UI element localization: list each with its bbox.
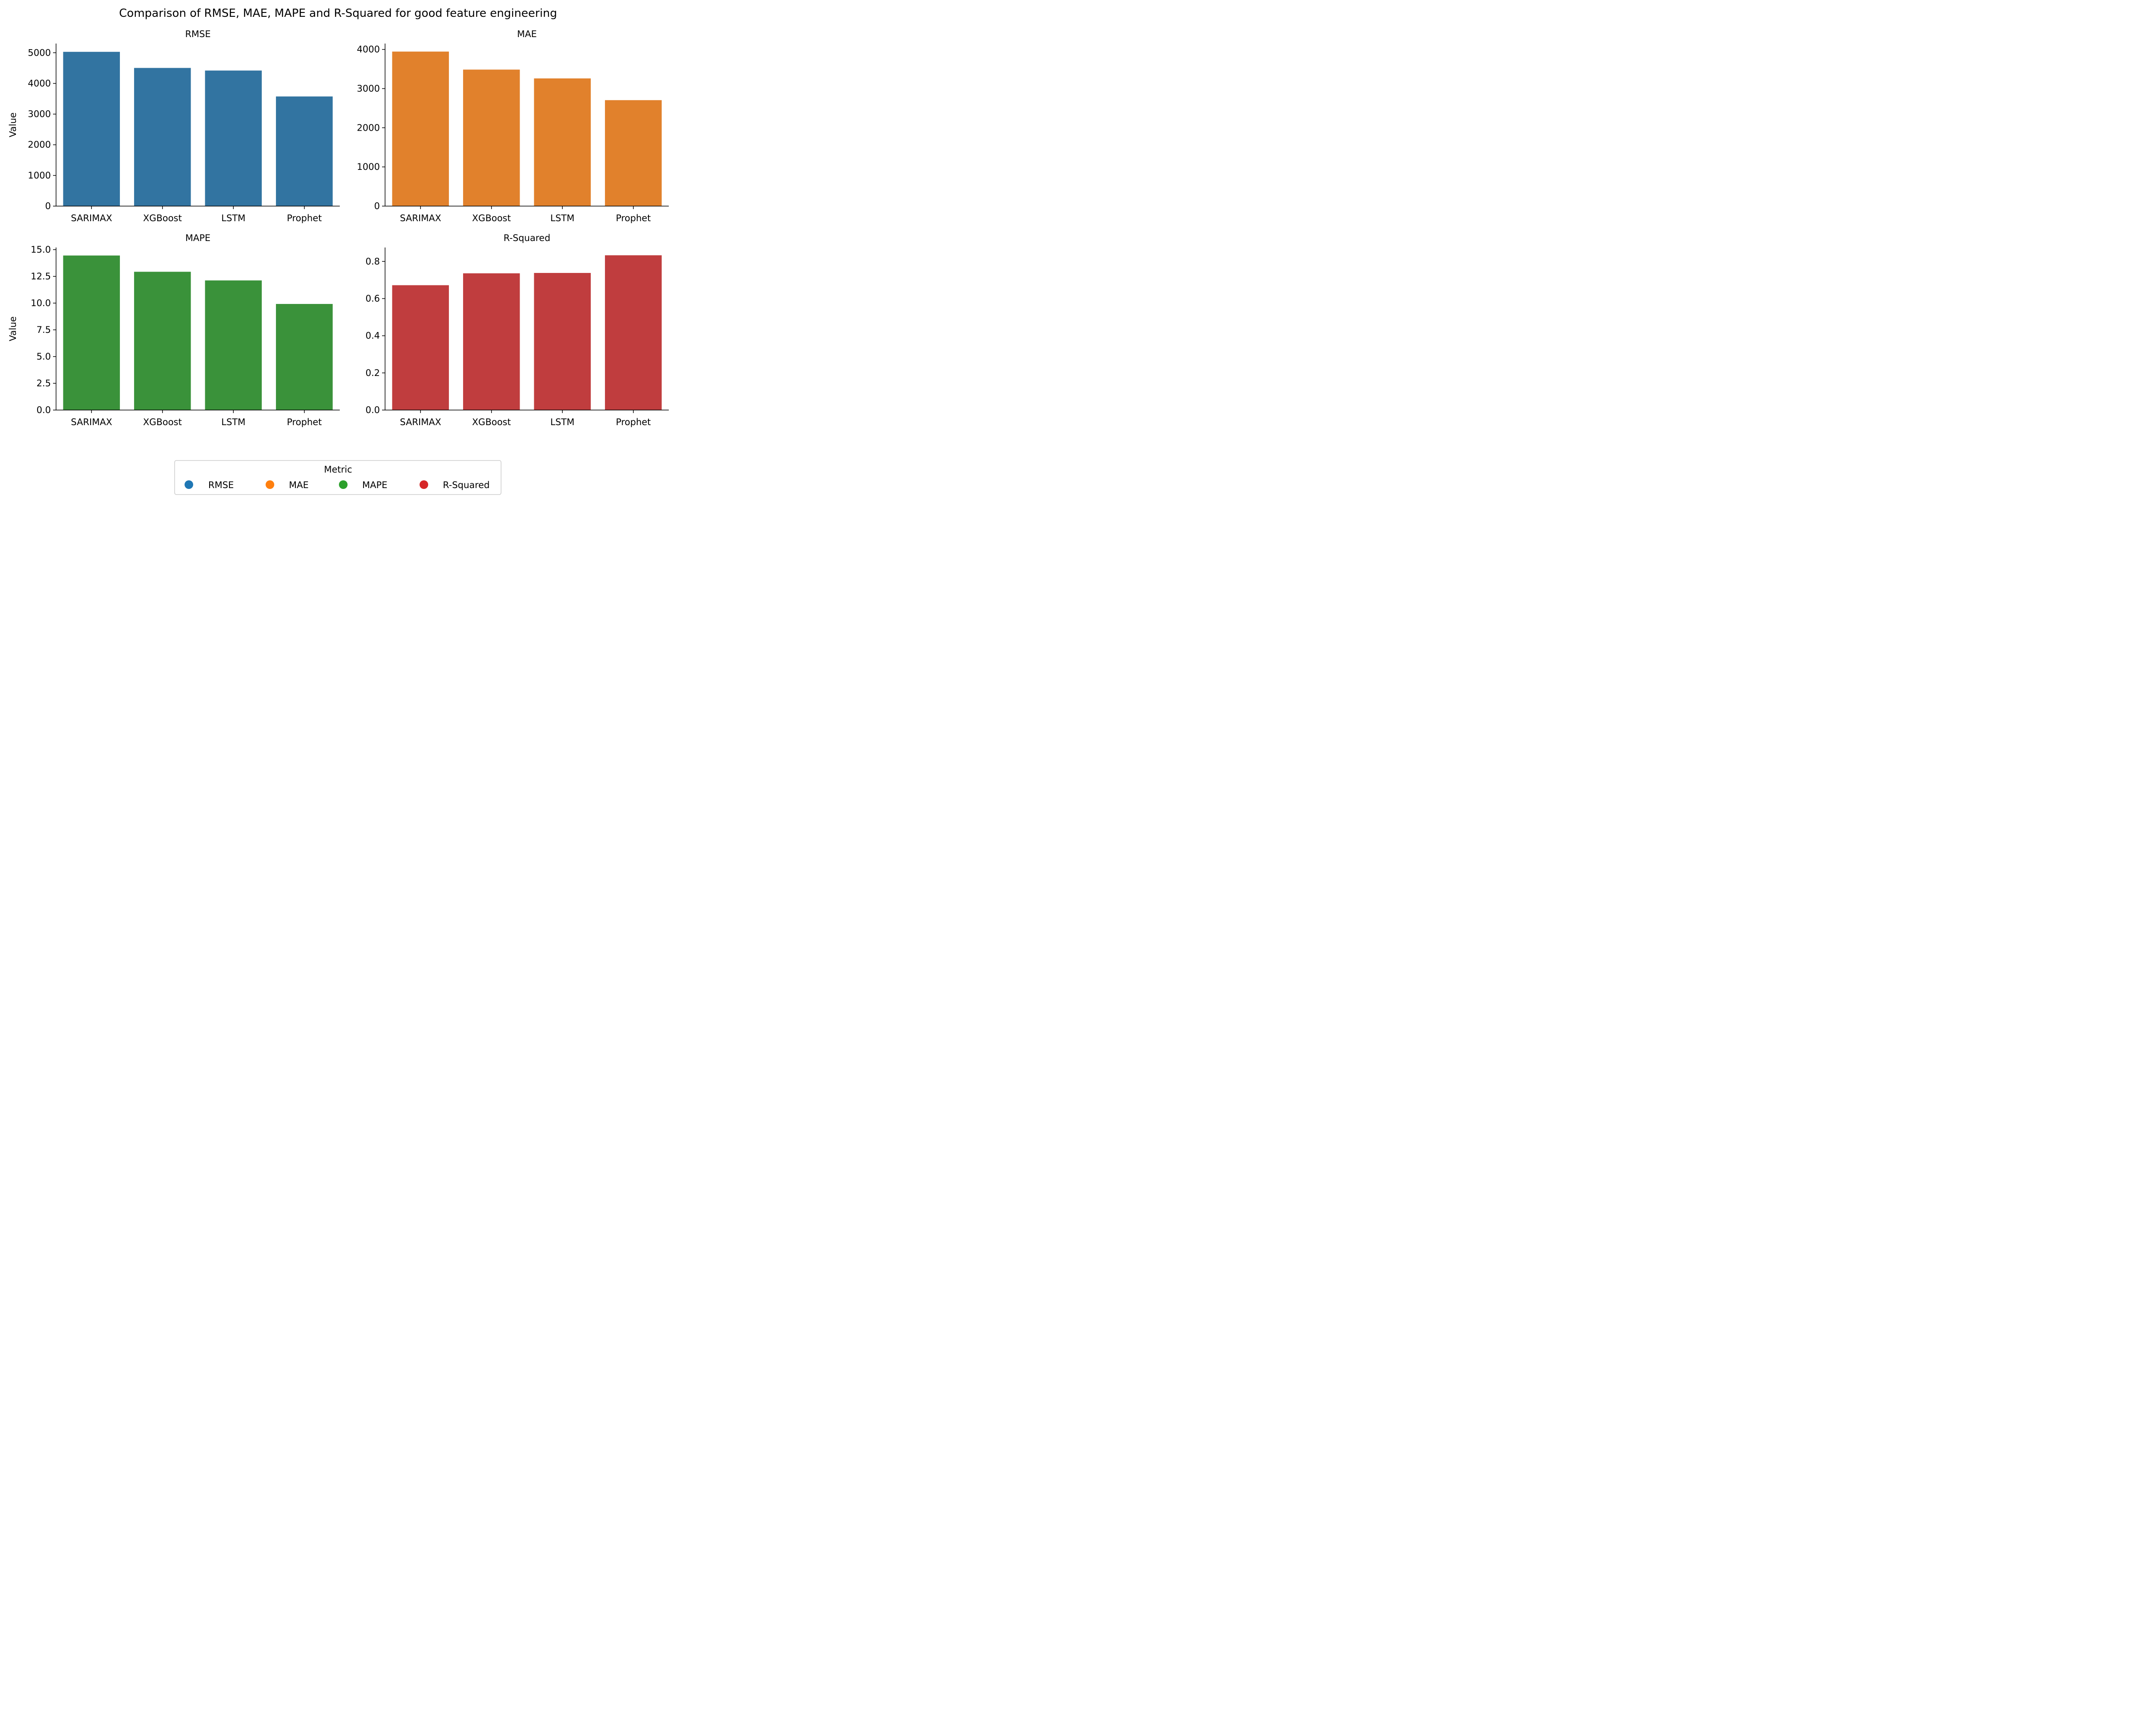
bar-sarimax <box>392 285 449 410</box>
x-tick-label: Prophet <box>287 417 322 427</box>
y-tick-label: 0.6 <box>366 293 380 304</box>
legend-label: MAPE <box>362 480 387 490</box>
y-tick-label: 4000 <box>28 78 51 88</box>
bar-sarimax <box>63 52 120 206</box>
bar-xgboost <box>463 69 520 207</box>
x-tick-label: SARIMAX <box>71 417 112 427</box>
y-tick-label: 5000 <box>28 47 51 58</box>
y-tick-label: 0 <box>45 201 51 211</box>
bar-sarimax <box>392 51 449 206</box>
x-tick-label: XGBoost <box>143 417 182 427</box>
y-tick-label: 15.0 <box>31 244 51 255</box>
legend-label: MAE <box>289 480 309 490</box>
legend-marker-mape <box>339 480 348 489</box>
figure: Comparison of RMSE, MAE, MAPE and R-Squa… <box>8 7 669 495</box>
bar-xgboost <box>134 272 191 410</box>
x-tick-label: Prophet <box>616 213 651 223</box>
x-tick-label: XGBoost <box>143 213 182 223</box>
bar-prophet <box>605 255 662 410</box>
legend: Metric RMSE MAE MAPE R-Squared <box>174 460 501 495</box>
y-tick-label: 10.0 <box>31 298 51 308</box>
x-tick-label: LSTM <box>550 417 574 427</box>
y-tick-label: 0.0 <box>366 405 380 415</box>
legend-marker-mae <box>266 480 274 489</box>
y-tick-label: 1000 <box>357 162 380 172</box>
bar-prophet <box>276 96 333 206</box>
panel-1: MAE 0 1000 2000 3000 4000 SARIMAX XGBoost LSTM Pr… <box>357 29 669 223</box>
x-tick-label: XGBoost <box>472 417 511 427</box>
y-tick-label: 3000 <box>357 83 380 94</box>
y-tick-label: 0.2 <box>366 368 380 378</box>
x-tick-label: SARIMAX <box>400 213 441 223</box>
y-axis-label: Value <box>8 113 18 138</box>
x-tick-label: LSTM <box>221 213 245 223</box>
y-tick-label: 0.4 <box>366 331 380 341</box>
y-tick-label: 0.0 <box>37 405 51 415</box>
bar-xgboost <box>134 68 191 207</box>
x-tick-label: SARIMAX <box>400 417 441 427</box>
panel-3: R-Squared 0.0 0.2 0.4 0.6 0.8 SARIMAX XGBoost LS… <box>366 233 669 427</box>
legend-title: Metric <box>324 464 352 475</box>
legend-box <box>174 460 501 495</box>
legend-marker-rmse <box>185 480 193 489</box>
bar-lstm <box>534 273 591 410</box>
y-tick-label: 0 <box>374 201 380 211</box>
y-tick-label: 1000 <box>28 170 51 181</box>
legend-marker-r-squared <box>420 480 428 489</box>
legend-label: RMSE <box>208 480 234 490</box>
x-tick-label: Prophet <box>287 213 322 223</box>
y-tick-label: 2000 <box>28 140 51 150</box>
x-tick-label: XGBoost <box>472 213 511 223</box>
y-tick-label: 4000 <box>357 44 380 55</box>
x-tick-label: LSTM <box>221 417 245 427</box>
y-axis-label: Value <box>8 316 18 341</box>
bar-prophet <box>605 100 662 206</box>
y-tick-label: 5.0 <box>37 351 51 362</box>
y-tick-label: 12.5 <box>31 271 51 282</box>
y-tick-label: 2000 <box>357 122 380 133</box>
panel-title: RMSE <box>185 29 210 39</box>
legend-label: R-Squared <box>443 480 490 490</box>
bar-prophet <box>276 304 333 410</box>
panel-title: R-Squared <box>504 233 551 243</box>
panel-title: MAE <box>517 29 537 39</box>
bar-lstm <box>205 70 262 206</box>
legend-items: RMSE MAE MAPE R-Squared <box>185 480 490 490</box>
chart-panels: RMSE 0 1000 2000 3000 4000 5000 SARIMAX XGBoost L… <box>8 29 669 427</box>
panel-0: RMSE 0 1000 2000 3000 4000 5000 SARIMAX XGBoost L… <box>8 29 340 223</box>
y-tick-label: 3000 <box>28 109 51 119</box>
x-tick-label: LSTM <box>550 213 574 223</box>
y-tick-label: 2.5 <box>37 378 51 388</box>
panel-2: MAPE 0.0 2.5 5.0 7.5 10.0 12.5 15.0 SARIMAX XGBoo… <box>8 233 340 427</box>
x-tick-label: SARIMAX <box>71 213 112 223</box>
bar-sarimax <box>63 255 120 410</box>
figure-title: Comparison of RMSE, MAE, MAPE and R-Squa… <box>119 7 557 20</box>
x-tick-label: Prophet <box>616 417 651 427</box>
bar-lstm <box>534 78 591 207</box>
y-tick-label: 7.5 <box>37 325 51 335</box>
y-tick-label: 0.8 <box>366 256 380 266</box>
bar-xgboost <box>463 273 520 410</box>
bar-lstm <box>205 280 262 410</box>
panel-title: MAPE <box>185 233 210 243</box>
